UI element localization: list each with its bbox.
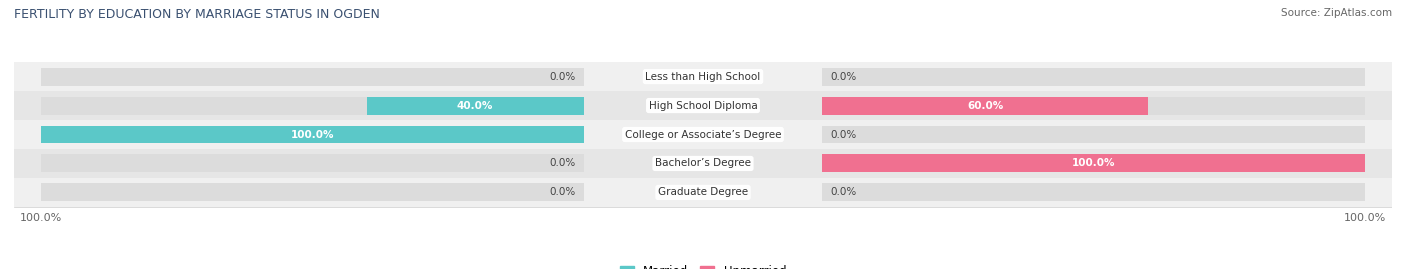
- Bar: [14, 62, 1392, 91]
- Text: Source: ZipAtlas.com: Source: ZipAtlas.com: [1281, 8, 1392, 18]
- Text: 40.0%: 40.0%: [457, 101, 494, 111]
- Bar: [41, 154, 583, 172]
- Text: 100.0%: 100.0%: [1071, 158, 1115, 168]
- Bar: [41, 126, 583, 143]
- Bar: [41, 97, 583, 115]
- Text: 0.0%: 0.0%: [550, 158, 575, 168]
- Bar: [823, 68, 1365, 86]
- Text: 0.0%: 0.0%: [831, 72, 856, 82]
- Bar: [367, 97, 583, 115]
- Bar: [823, 97, 1365, 115]
- Text: 0.0%: 0.0%: [550, 187, 575, 197]
- Text: Bachelor’s Degree: Bachelor’s Degree: [655, 158, 751, 168]
- Bar: [823, 154, 1365, 172]
- Text: Less than High School: Less than High School: [645, 72, 761, 82]
- Text: FERTILITY BY EDUCATION BY MARRIAGE STATUS IN OGDEN: FERTILITY BY EDUCATION BY MARRIAGE STATU…: [14, 8, 380, 21]
- Bar: [14, 149, 1392, 178]
- Bar: [41, 68, 583, 86]
- Bar: [41, 183, 583, 201]
- Bar: [823, 154, 1365, 172]
- Bar: [823, 126, 1365, 143]
- Text: 60.0%: 60.0%: [967, 101, 1004, 111]
- Bar: [14, 178, 1392, 207]
- Text: Graduate Degree: Graduate Degree: [658, 187, 748, 197]
- Text: High School Diploma: High School Diploma: [648, 101, 758, 111]
- Text: 0.0%: 0.0%: [831, 187, 856, 197]
- Bar: [41, 126, 583, 143]
- Text: 0.0%: 0.0%: [550, 72, 575, 82]
- Bar: [14, 91, 1392, 120]
- Bar: [823, 97, 1147, 115]
- Text: 100.0%: 100.0%: [291, 129, 335, 140]
- Legend: Married, Unmarried: Married, Unmarried: [614, 260, 792, 269]
- Text: College or Associate’s Degree: College or Associate’s Degree: [624, 129, 782, 140]
- Bar: [823, 183, 1365, 201]
- Text: 0.0%: 0.0%: [831, 129, 856, 140]
- Bar: [14, 120, 1392, 149]
